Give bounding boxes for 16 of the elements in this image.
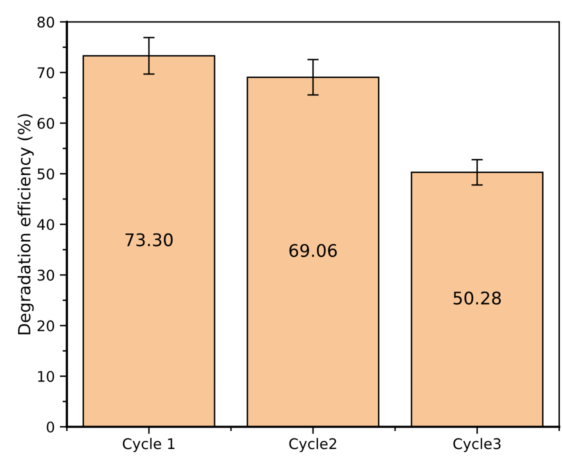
y-tick-label: 70 (38, 67, 54, 78)
y-tick-label: 20 (38, 320, 54, 332)
y-tick-label: 80 (38, 16, 54, 28)
y-tick-label: 60 (38, 118, 54, 129)
data-label: 50.28 (454, 291, 501, 305)
y-tick-label: 10 (38, 370, 54, 382)
y-tick-label: 30 (38, 270, 54, 281)
x-tick-label: Cycle3 (453, 438, 501, 452)
data-label: 69.06 (289, 244, 337, 258)
y-axis-title: Degradation efficiency (%) (18, 114, 34, 334)
x-tick-label: Cycle 1 (122, 438, 174, 452)
x-tick-label: Cycle2 (289, 438, 336, 452)
y-tick-label: 0 (46, 422, 54, 433)
data-label: 73.30 (126, 233, 173, 246)
y-tick-label: 50 (38, 168, 54, 180)
y-tick-label: 40 (37, 219, 54, 230)
